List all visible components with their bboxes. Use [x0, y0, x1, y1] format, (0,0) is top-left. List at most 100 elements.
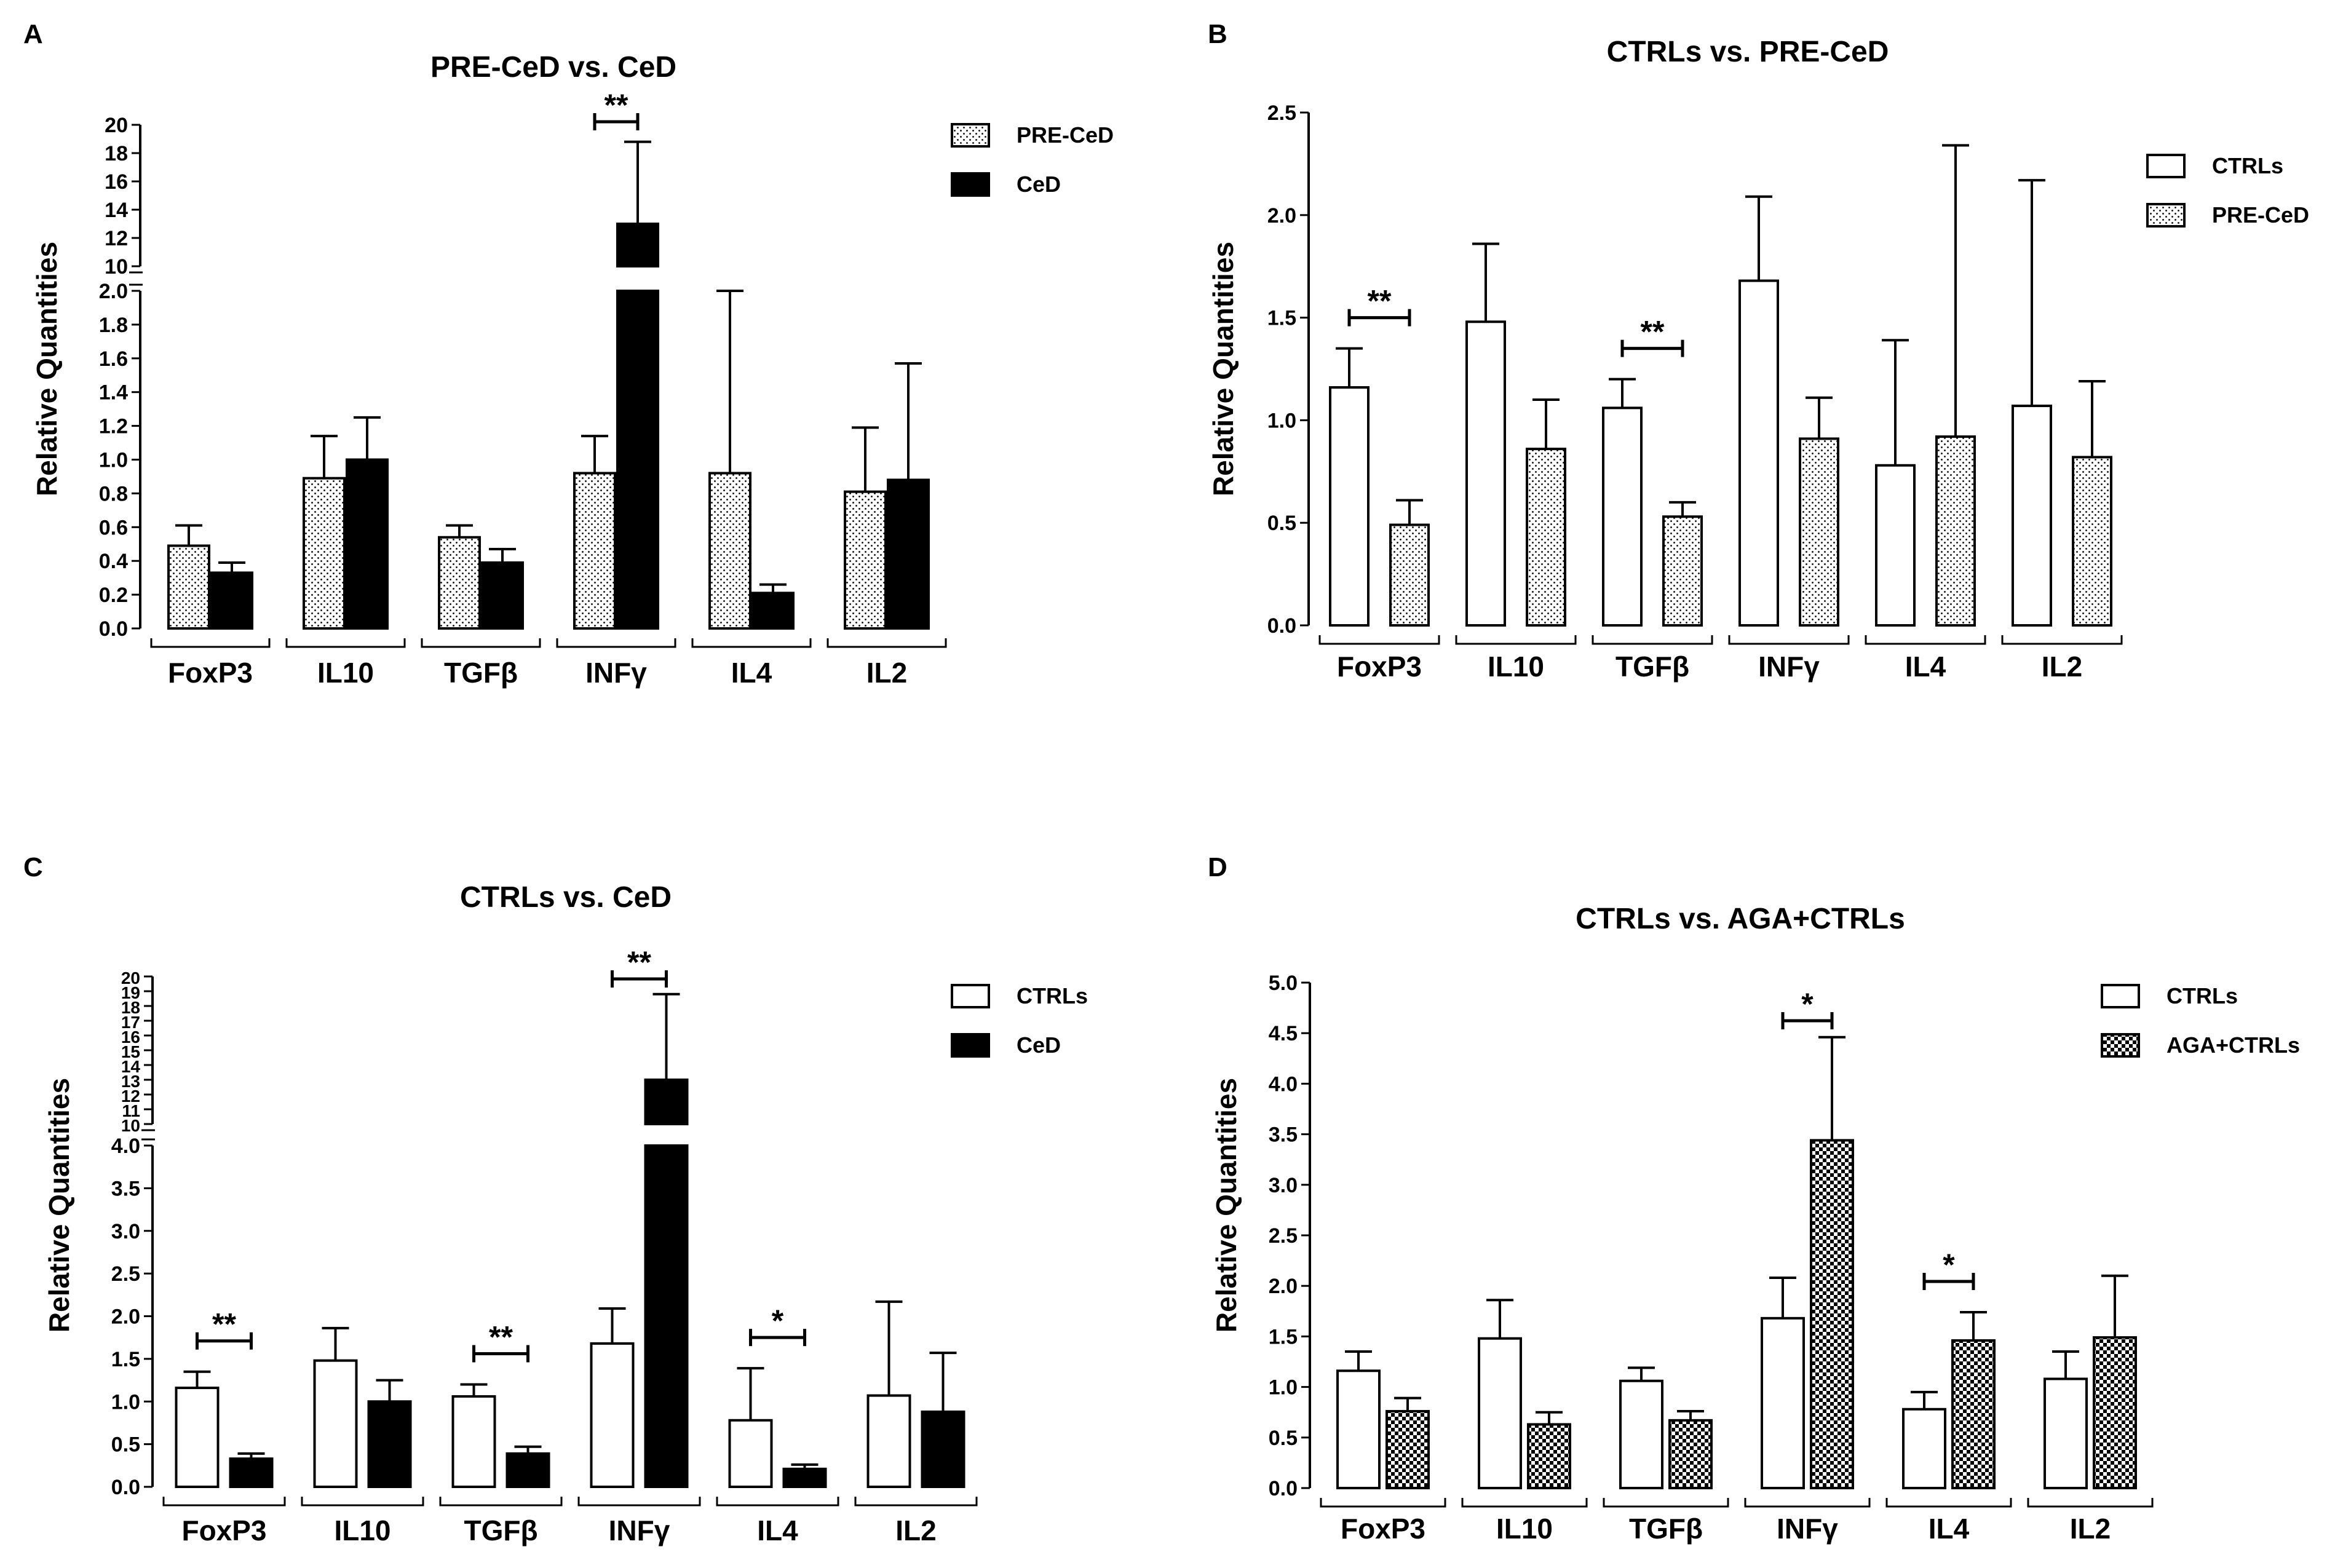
bar: [313, 1359, 358, 1488]
legend-swatch: [2146, 154, 2186, 178]
y-tick-label: 2.0: [99, 280, 128, 303]
significance-label: **: [1641, 315, 1665, 349]
bar: [728, 1419, 773, 1488]
bar: [590, 1342, 635, 1488]
category-bracket: [716, 1497, 839, 1507]
significance-bracket: [196, 1332, 253, 1350]
category-bracket: [162, 1497, 286, 1507]
significance-label: **: [489, 1320, 513, 1355]
y-tick-label: 4.0: [1269, 1072, 1298, 1096]
category-bracket: [1320, 1498, 1446, 1508]
panel-letter: C: [23, 852, 43, 882]
bar: [1902, 1408, 1946, 1490]
legend-label: CeD: [1017, 1032, 1061, 1058]
legend-swatch: [951, 172, 990, 197]
category-label: INFγ: [1758, 651, 1820, 683]
significance-bracket: [593, 113, 640, 130]
y-tick-label: 1.2: [99, 415, 128, 438]
legend-swatch: [951, 1033, 990, 1058]
y-tick-label: 3.0: [111, 1220, 140, 1243]
y-tick-label: 13: [121, 1072, 140, 1091]
category-label: IL2: [895, 1515, 936, 1546]
category-label: TGFβ: [444, 657, 518, 689]
bar: [616, 223, 659, 267]
legend-label: CTRLs: [2167, 983, 2238, 1008]
legend-label: CTRLs: [2212, 153, 2283, 178]
category-label: IL4: [1905, 651, 1946, 683]
y-tick-label: 0.5: [1269, 1427, 1298, 1450]
significance-label: **: [605, 88, 628, 122]
category-label: TGFβ: [464, 1515, 537, 1546]
bar: [782, 1467, 827, 1489]
bar: [2072, 456, 2112, 627]
bar: [481, 561, 524, 630]
y-tick-label: 0.0: [1269, 1477, 1298, 1500]
legend-swatch: [2101, 1033, 2140, 1058]
chart-panel-d: D CTRLs vs. AGA+CTRLs Relative Quantities 0…: [1208, 852, 2300, 1545]
chart-panel-a: A PRE-CeD vs. CeD Relative Quantities 0.0 0.…: [23, 19, 1114, 689]
category-label: TGFβ: [1629, 1513, 1703, 1545]
bar: [1951, 1339, 1996, 1490]
category-bracket: [1744, 1498, 1871, 1508]
y-tick-label: 0.0: [1267, 614, 1296, 638]
y-tick-label: 3.5: [1269, 1123, 1298, 1147]
y-tick-label: 1.5: [1267, 307, 1296, 330]
y-tick-label: 16: [105, 170, 128, 194]
y-tick-label: 2.5: [1267, 101, 1296, 125]
y-tick-label: 0.5: [111, 1433, 140, 1457]
category-bracket: [301, 1497, 424, 1507]
significance-label: **: [627, 945, 651, 980]
y-tick-label: 14: [121, 1057, 141, 1076]
y-tick-label: 20: [121, 968, 140, 988]
legend-label: PRE-CeD: [1017, 122, 1114, 148]
category-label: FoxP3: [181, 1515, 266, 1546]
bar: [1799, 437, 1839, 627]
bar: [1761, 1317, 1805, 1490]
legend-label: CTRLs: [1017, 983, 1088, 1008]
panel-letter: D: [1208, 852, 1227, 882]
bar: [1810, 1139, 1854, 1489]
y-tick-label: 0.4: [99, 550, 128, 573]
y-tick-label: 2.0: [111, 1305, 140, 1329]
bar: [1526, 448, 1566, 627]
category-label: IL2: [866, 657, 907, 689]
y-tick-label: 1.0: [111, 1390, 140, 1414]
significance-label: *: [1801, 987, 1814, 1021]
significance-bracket: [1347, 309, 1411, 327]
y-tick-label: 10: [121, 1116, 140, 1135]
y-tick-label: 0.8: [99, 482, 128, 505]
y-tick-label: 1.8: [99, 314, 128, 337]
category-label: FoxP3: [1337, 651, 1422, 683]
panel-letter: B: [1208, 19, 1227, 49]
significance-label: **: [212, 1307, 236, 1342]
y-axis-label: Relative Quantities: [43, 1078, 75, 1332]
legend-label: CeD: [1017, 172, 1061, 197]
bar: [644, 1144, 689, 1488]
category-bracket: [1461, 1498, 1588, 1508]
y-tick-label: 16: [121, 1028, 140, 1047]
category-label: IL4: [757, 1515, 798, 1546]
y-tick-label: 3.0: [1269, 1174, 1298, 1197]
significance-bracket: [1922, 1272, 1975, 1290]
significance-bracket: [611, 970, 668, 988]
bar: [1465, 320, 1506, 627]
category-label: IL4: [1929, 1513, 1970, 1545]
legend-swatch: [951, 123, 990, 148]
chart-title: CTRLs vs. AGA+CTRLs: [1576, 903, 1905, 935]
category-bracket: [285, 638, 406, 648]
bar: [844, 490, 887, 630]
y-tick-label: 11: [122, 1101, 140, 1120]
significance-label: **: [1368, 284, 1392, 319]
category-label: IL10: [1496, 1513, 1553, 1545]
category-bracket: [1865, 635, 1986, 645]
category-bracket: [577, 1497, 701, 1507]
y-tick-label: 1.5: [111, 1348, 140, 1371]
bar: [644, 1079, 689, 1125]
category-bracket: [556, 638, 676, 648]
bar: [1478, 1337, 1522, 1489]
bar: [573, 472, 616, 630]
bar: [1386, 1410, 1430, 1489]
significance-bracket: [1620, 339, 1684, 357]
y-tick-label: 14: [105, 199, 128, 222]
category-label: FoxP3: [168, 657, 253, 689]
